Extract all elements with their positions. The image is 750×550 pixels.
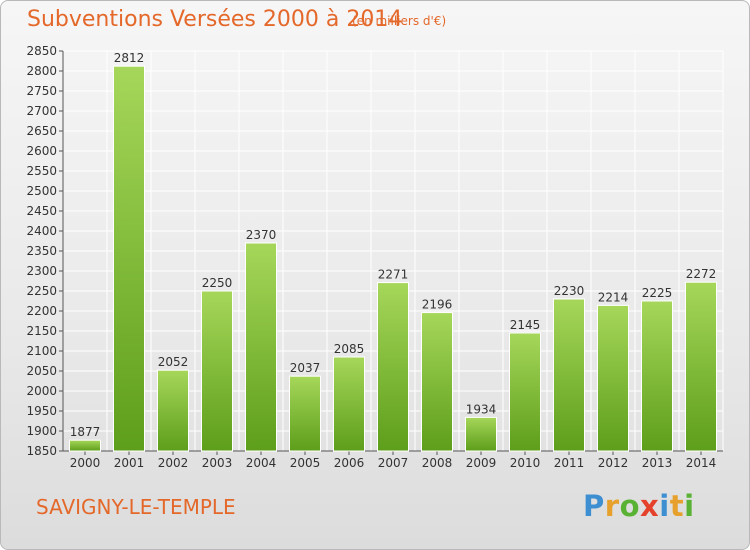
x-tick-label: 2009: [466, 456, 497, 470]
bar-2009: [465, 416, 497, 452]
y-tick-label: 2550: [26, 164, 57, 178]
data-label: 2052: [158, 355, 189, 369]
data-label: 2196: [422, 298, 453, 312]
x-tick-label: 2003: [202, 456, 233, 470]
data-label: 1877: [70, 425, 101, 439]
logo-letter: t: [669, 489, 685, 523]
x-tick-label: 2008: [422, 456, 453, 470]
data-label: 2370: [246, 228, 277, 242]
data-label: 1934: [466, 402, 497, 416]
data-label: 2272: [686, 267, 717, 281]
x-tick-label: 2006: [334, 456, 365, 470]
bar-2002: [157, 369, 189, 452]
data-label: 2037: [290, 361, 321, 375]
data-label: 2250: [202, 276, 233, 290]
y-tick-label: 2450: [26, 204, 57, 218]
x-tick-label: 2004: [246, 456, 277, 470]
y-tick-label: 2700: [26, 104, 57, 118]
x-tick-label: 2012: [598, 456, 629, 470]
bars: [69, 65, 717, 452]
y-tick-label: 2600: [26, 144, 57, 158]
bar-2014: [685, 281, 717, 452]
x-tick-label: 2010: [510, 456, 541, 470]
x-tick-label: 2007: [378, 456, 409, 470]
x-tick-label: 2013: [642, 456, 673, 470]
y-tick-label: 2300: [26, 264, 57, 278]
x-tick-label: 2001: [114, 456, 145, 470]
x-tick-label: 2005: [290, 456, 321, 470]
y-tick-label: 2750: [26, 84, 57, 98]
y-tick-label: 1900: [26, 424, 57, 438]
bar-2008: [421, 312, 453, 452]
x-tick-label: 2002: [158, 456, 189, 470]
bar-2010: [509, 332, 541, 452]
bar-2013: [641, 300, 673, 452]
data-label: 2085: [334, 342, 365, 356]
logo-letter: i: [684, 489, 695, 523]
bar-2001: [113, 65, 145, 452]
x-tick-label: 2011: [554, 456, 585, 470]
bar-2000: [69, 439, 101, 452]
proxiti-logo: Proxiti: [583, 489, 695, 523]
y-tick-label: 2150: [26, 324, 57, 338]
y-tick-label: 2200: [26, 304, 57, 318]
data-label: 2214: [598, 290, 629, 304]
x-tick-label: 2014: [686, 456, 717, 470]
logo-letter: P: [583, 489, 605, 523]
data-label: 2812: [114, 51, 145, 65]
bar-2006: [333, 356, 365, 452]
y-tick-label: 2650: [26, 124, 57, 138]
bar-2004: [245, 242, 277, 452]
chart-title: Subventions Versées 2000 à 2014: [27, 7, 403, 32]
x-tick-label: 2000: [70, 456, 101, 470]
bar-2005: [289, 375, 321, 452]
y-tick-label: 2850: [26, 44, 57, 58]
y-tick-label: 2250: [26, 284, 57, 298]
y-tick-label: 2500: [26, 184, 57, 198]
bar-2003: [201, 290, 233, 452]
bar-2012: [597, 304, 629, 452]
y-tick-label: 2100: [26, 344, 57, 358]
data-label: 2225: [642, 286, 673, 300]
data-label: 2145: [510, 318, 541, 332]
data-label: 2271: [378, 268, 409, 282]
logo-letter: x: [640, 489, 660, 523]
y-tick-label: 1950: [26, 404, 57, 418]
y-tick-label: 2350: [26, 244, 57, 258]
y-tick-label: 2050: [26, 364, 57, 378]
data-label: 2230: [554, 284, 585, 298]
logo-letter: r: [604, 489, 620, 523]
bar-2007: [377, 282, 409, 452]
bar-2011: [553, 298, 585, 452]
unit-label: (en milliers d'€): [352, 14, 447, 28]
y-tick-label: 2400: [26, 224, 57, 238]
y-tick-label: 2000: [26, 384, 57, 398]
commune-name: SAVIGNY-LE-TEMPLE: [36, 495, 236, 519]
y-tick-label: 2800: [26, 64, 57, 78]
labels: 1850 1900 1950 2000 2050 2100 2150 2200 2250 2300…: [26, 44, 716, 470]
logo-letter: i: [659, 489, 670, 523]
logo-letter: o: [619, 489, 641, 523]
y-tick-label: 1850: [26, 444, 57, 458]
